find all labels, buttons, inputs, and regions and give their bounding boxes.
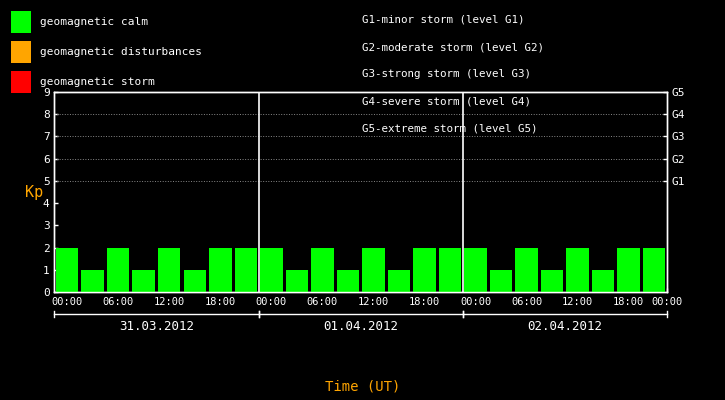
Bar [566,248,589,292]
Text: geomagnetic storm: geomagnetic storm [40,77,154,87]
Bar [133,270,155,292]
Bar [56,248,78,292]
Bar [541,270,563,292]
Text: G5-extreme storm (level G5): G5-extreme storm (level G5) [362,124,538,134]
Bar [81,270,104,292]
Bar [158,248,181,292]
Bar [618,248,640,292]
Text: G4-severe storm (level G4): G4-severe storm (level G4) [362,97,531,107]
Bar [336,270,359,292]
Bar [464,248,486,292]
Bar [490,270,513,292]
Text: G3-strong storm (level G3): G3-strong storm (level G3) [362,70,531,80]
Bar [260,248,283,292]
Bar [515,248,538,292]
Bar [209,248,231,292]
Bar [311,248,334,292]
Text: 31.03.2012: 31.03.2012 [119,320,194,332]
Text: 02.04.2012: 02.04.2012 [527,320,602,332]
Bar [286,270,308,292]
Bar [388,270,410,292]
Bar [362,248,385,292]
Bar [235,248,257,292]
Text: G1-minor storm (level G1): G1-minor storm (level G1) [362,15,525,25]
Bar [592,270,614,292]
Y-axis label: Kp: Kp [25,184,44,200]
Text: 01.04.2012: 01.04.2012 [323,320,398,332]
Bar [107,248,130,292]
Bar [183,270,206,292]
Text: G2-moderate storm (level G2): G2-moderate storm (level G2) [362,42,544,52]
Text: geomagnetic calm: geomagnetic calm [40,17,148,27]
Bar [643,248,666,292]
Text: Time (UT): Time (UT) [325,380,400,394]
Text: geomagnetic disturbances: geomagnetic disturbances [40,47,202,57]
Bar [413,248,436,292]
Bar [439,248,461,292]
